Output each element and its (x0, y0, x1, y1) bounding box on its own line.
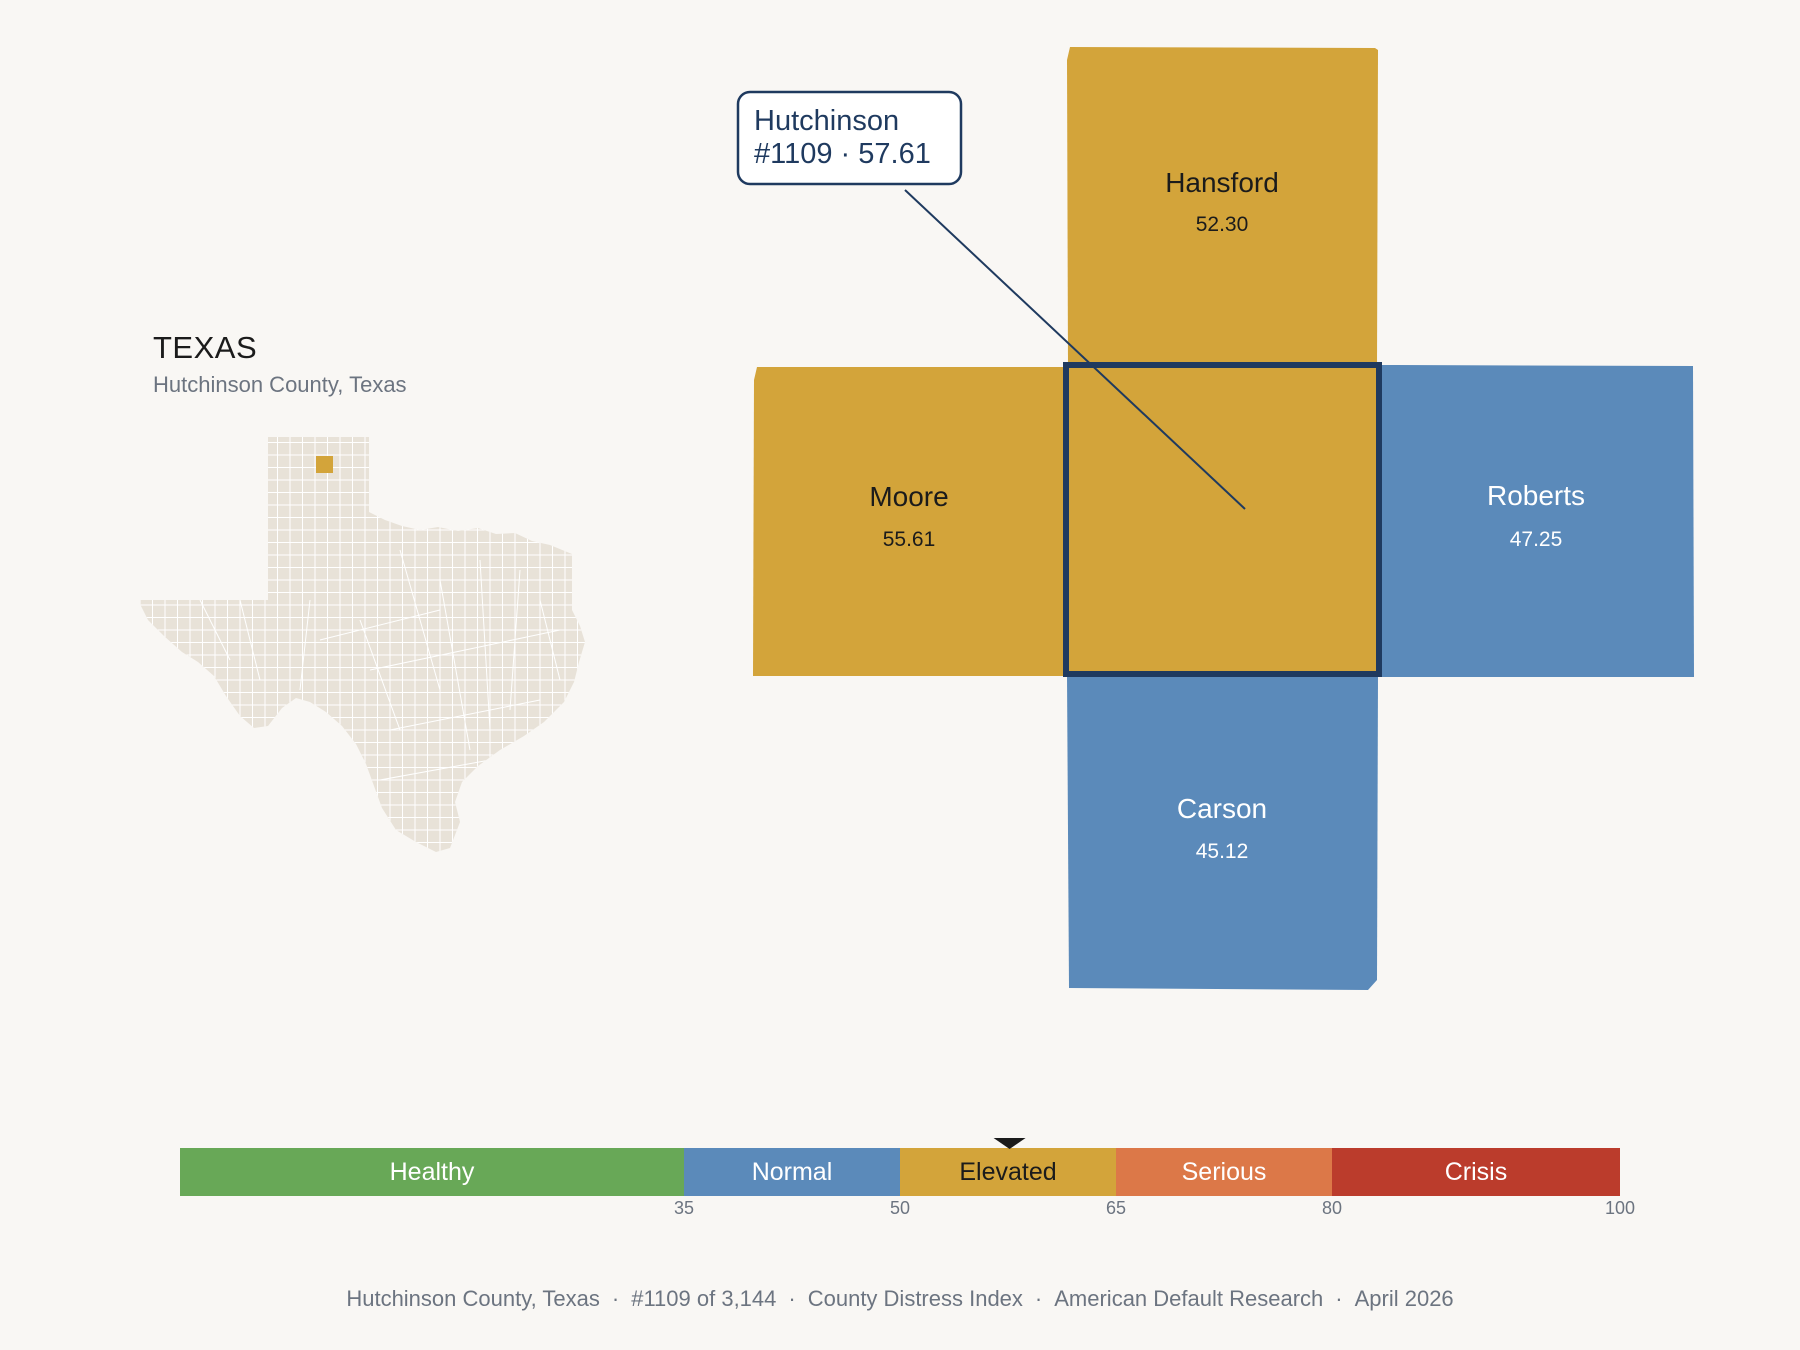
state-title: TEXAS (153, 330, 258, 365)
footer: Hutchinson County, Texas · #1109 of 3,144 ·… (346, 1286, 1454, 1311)
scale-label-serious: Serious (1182, 1158, 1267, 1186)
scale-segment-healthy (180, 1148, 684, 1196)
scale-segment-elevated (900, 1148, 1116, 1196)
scale-label-crisis: Crisis (1445, 1158, 1508, 1186)
scale-tick-65: 65 (1105, 1198, 1127, 1218)
locator-highlight-county (316, 456, 333, 473)
scale-tick-80: 80 (1321, 1198, 1343, 1218)
county-carson[interactable] (1067, 675, 1378, 990)
scale-label-normal: Normal (752, 1158, 833, 1186)
scale-marker (993, 1138, 1026, 1149)
scale-label-healthy: Healthy (390, 1158, 475, 1186)
scale-tick-100: 100 (1604, 1198, 1636, 1218)
county-label-moore: Moore (869, 481, 948, 512)
county-value-hansford: 52.30 (1196, 213, 1249, 236)
county-hansford[interactable] (1067, 47, 1378, 368)
county-value-roberts: 47.25 (1510, 528, 1563, 551)
county-label-roberts: Roberts (1487, 480, 1585, 511)
county-moore[interactable] (753, 367, 1067, 676)
scale-tick-50: 50 (889, 1198, 911, 1218)
footer-county: Hutchinson County, Texas (346, 1286, 600, 1311)
callout-box (736, 90, 963, 186)
footer-org: American Default Research (1054, 1286, 1324, 1311)
callout-leader-line (904, 189, 1246, 510)
footer-rank: #1109 of 3,144 (631, 1286, 777, 1311)
scale-label-elevated: Elevated (959, 1158, 1056, 1186)
footer-index: County Distress Index (807, 1286, 1023, 1311)
county-value-carson: 45.12 (1196, 840, 1249, 863)
callout-county-name: Hutchinson (754, 105, 899, 137)
county-hutchinson[interactable] (1063, 362, 1382, 677)
county-label-hansford: Hansford (1165, 167, 1279, 198)
county-label-carson: Carson (1177, 793, 1267, 824)
county-value-moore: 55.61 (883, 528, 936, 551)
scale-tick-35: 35 (673, 1198, 695, 1218)
texas-locator-map (140, 437, 585, 852)
scale-segment-normal (684, 1148, 900, 1196)
scale-segment-crisis (1332, 1148, 1620, 1196)
footer-date: April 2026 (1354, 1286, 1454, 1311)
county-roberts[interactable] (1378, 365, 1694, 677)
callout-rank-value: #1109 · 57.61 (754, 138, 931, 170)
state-subtitle: Hutchinson County, Texas (153, 372, 407, 397)
scale-segment-serious (1116, 1148, 1332, 1196)
